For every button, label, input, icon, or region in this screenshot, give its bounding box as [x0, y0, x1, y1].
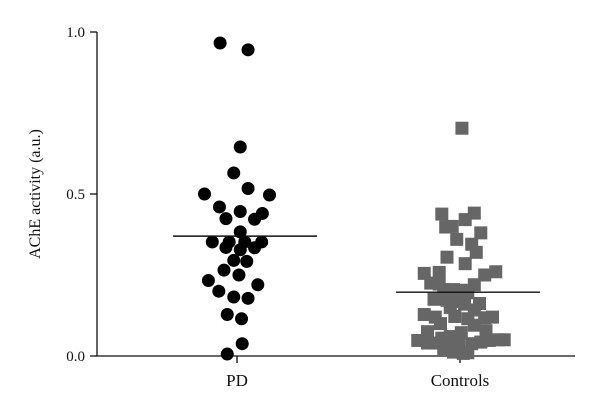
pd-data-point — [241, 181, 255, 195]
pd-data-point — [219, 240, 233, 254]
pd-data-point — [233, 243, 247, 257]
x-category-label: Controls — [431, 371, 490, 390]
controls-data-point — [454, 326, 468, 340]
pd-data-point — [233, 225, 247, 239]
pd-data-point — [233, 140, 247, 154]
controls-data-point — [497, 333, 511, 347]
controls-data-point — [445, 219, 459, 233]
controls-data-point — [458, 257, 472, 271]
controls-data-point — [458, 213, 472, 227]
x-categories: PD Controls — [226, 356, 489, 390]
controls-data-point — [489, 265, 503, 279]
controls-data-point — [417, 308, 431, 322]
pd-data-point — [235, 312, 249, 326]
pd-data-point — [220, 308, 234, 322]
x-category-label: PD — [226, 371, 248, 390]
controls-data-point — [478, 268, 492, 282]
pd-data-point — [213, 36, 227, 50]
pd-data-point — [219, 212, 233, 226]
controls-data-point — [432, 265, 446, 279]
controls-data-point — [435, 207, 449, 221]
controls-data-point — [455, 121, 469, 135]
pd-data-point — [232, 268, 246, 282]
pd-data-point — [205, 235, 219, 249]
controls-data-point — [440, 250, 454, 264]
controls-data-point — [450, 232, 464, 246]
axes — [96, 32, 575, 357]
pd-data-point — [227, 253, 241, 267]
pd-data-point — [227, 290, 241, 304]
controls-data-point — [448, 309, 462, 323]
controls-data-point — [469, 245, 483, 259]
pd-data-point — [241, 43, 255, 57]
pd-data-point — [248, 212, 262, 226]
controls-data-point — [486, 310, 499, 324]
y-tick-label: 0.5 — [66, 187, 85, 203]
controls-data-point — [467, 318, 481, 332]
y-tick-label: 0.0 — [66, 349, 85, 365]
mean-lines — [173, 235, 540, 293]
pd-data-point — [212, 200, 226, 214]
controls-data-point — [437, 343, 451, 357]
controls-data-point — [434, 317, 447, 331]
pd-data-point — [217, 263, 231, 277]
pd-data-point — [248, 241, 262, 255]
pd-data-point — [227, 166, 241, 180]
y-ticks: 0.0 0.5 1.0 — [66, 25, 97, 365]
pd-data-point — [212, 284, 226, 298]
pd-data-point — [233, 204, 247, 218]
pd-data-point — [220, 347, 234, 361]
y-tick-label: 1.0 — [66, 25, 85, 41]
pd-data-point — [251, 278, 265, 292]
controls-data-point — [474, 226, 488, 240]
controls-data-point — [456, 346, 470, 360]
pd-data-point — [201, 274, 215, 288]
pd-data-point — [240, 254, 254, 268]
pd-data-point — [241, 291, 255, 305]
y-axis-title: AChE activity (a.u.) — [27, 129, 44, 259]
data-points — [198, 36, 511, 361]
pd-data-point — [235, 337, 249, 351]
pd-data-point — [263, 188, 276, 202]
pd-data-point — [198, 187, 211, 201]
controls-data-point — [427, 292, 441, 306]
